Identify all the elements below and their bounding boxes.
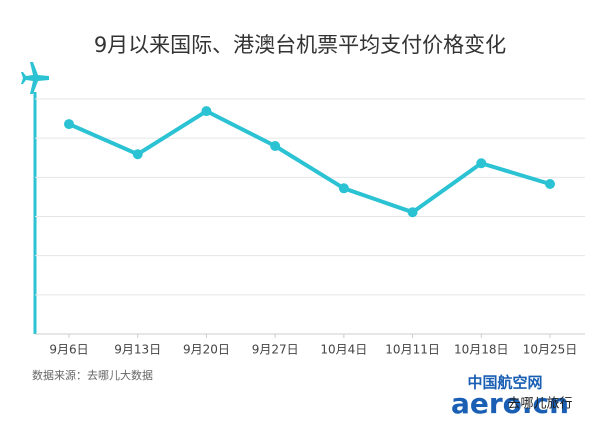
point: [338, 183, 349, 194]
point: [545, 178, 555, 189]
x-tick-label: 10月11日: [385, 343, 440, 357]
point: [64, 119, 74, 130]
x-tick-label: 9月6日: [49, 343, 88, 357]
x-tick-label: 10月4日: [320, 343, 367, 357]
line: [68, 109, 551, 215]
x-tick-label: 9月20日: [183, 343, 230, 357]
watermark: aero.cn: [451, 387, 569, 420]
point: [476, 158, 487, 169]
x-tick-label: 9月27日: [252, 343, 299, 357]
x-tick-label: 10月18日: [454, 343, 509, 357]
x-tick-label: 9月13日: [114, 343, 161, 357]
plane-icon: [21, 62, 49, 94]
watermark: 去哪儿旅行: [507, 397, 572, 412]
point: [407, 207, 418, 218]
point: [201, 106, 212, 117]
source: 数据来源：去哪儿大数据: [32, 368, 153, 382]
point: [132, 149, 143, 160]
x-tick-label: 10月25日: [523, 343, 578, 357]
chart-title: 9月以来国际、港澳台机票平均支付价格变化: [94, 33, 506, 57]
point: [270, 141, 281, 151]
watermark: 中国航空网: [467, 374, 542, 392]
